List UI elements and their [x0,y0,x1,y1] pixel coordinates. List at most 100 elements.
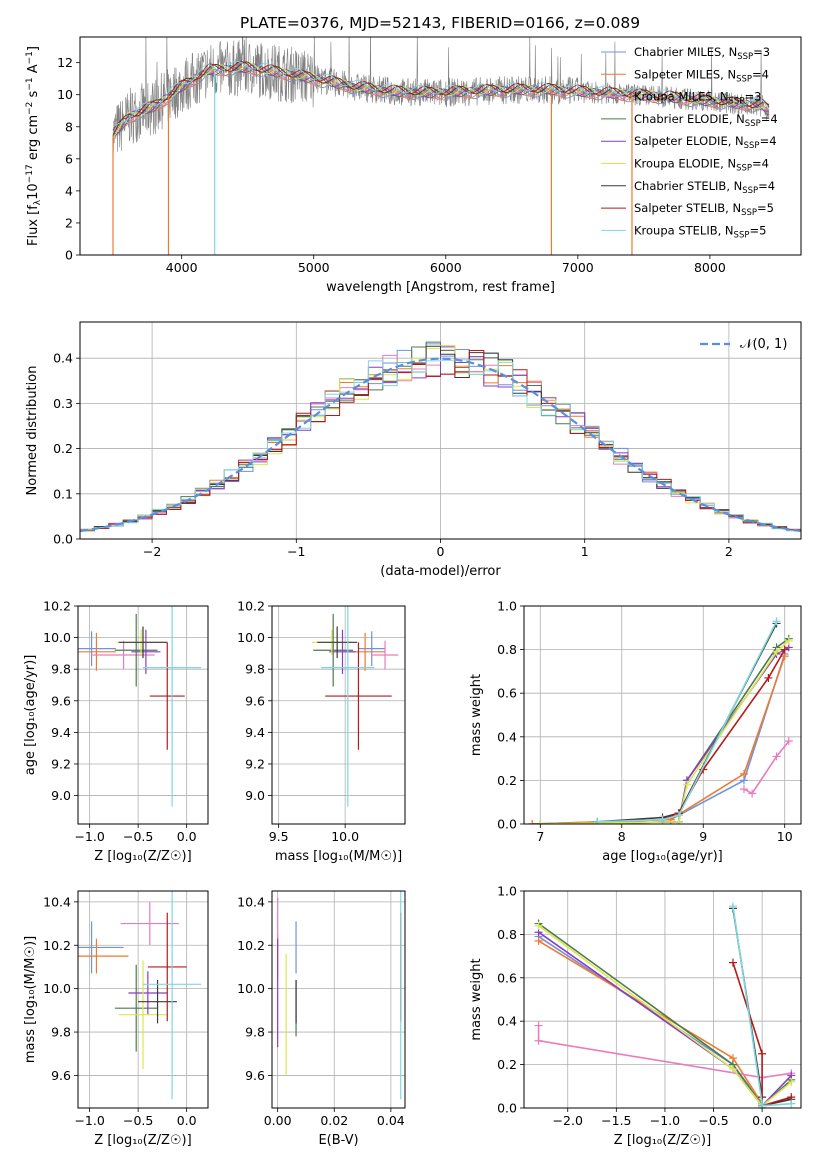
age-vs-Z-panel: −1.0 −0.5 0.0 9.0 9.2 9.4 9.6 9.8 10.0 10.2 Z [log… [23,599,209,864]
legend-label: Salpeter ELODIE, NSSP=4 [634,134,777,151]
plus-marker [658,815,667,824]
y-label-part: s [26,90,41,101]
x-tick-label: 2 [725,544,733,559]
legend-value: =4 [758,179,775,193]
y-tick-label: 0.3 [53,396,73,411]
x-tick-label: 10 [777,829,793,844]
x-tick-label: 0 [437,544,445,559]
x-tick-label: 9 [699,829,707,844]
errorbar-point [78,921,124,974]
weight-line [743,740,790,795]
x-tick-label: 6000 [430,260,462,275]
plus-marker [534,936,543,945]
errorbar-point [78,632,116,671]
legend-label: 𝒩(0, 1) [740,337,787,352]
errorbar-point [128,971,168,1015]
legend-label: Kroupa ELODIE, NSSP=4 [634,157,769,174]
x-tick-label: 7 [536,829,544,844]
y-tick-label: 0.4 [53,351,73,366]
errorbar-point [114,964,158,1052]
y-tick-label: 8 [65,119,73,134]
legend-name: Kroupa MILES, N [634,90,729,104]
y-label-part: erg cm [26,115,41,164]
y-tick-label: 9.6 [51,693,71,708]
y-tick-label: 9.0 [245,788,265,803]
spectrum-panel: 4000 5000 6000 7000 8000 0 2 4 6 8 10 12 wavelength … [25,36,802,295]
mass-vs-EBV-marks [277,891,402,1100]
errorbar-point [313,613,354,687]
legend-name: Chabrier ELODIE, N [634,112,745,126]
x-tick-label: 8 [618,829,626,844]
errorbar-point [114,613,158,687]
y-tick-label: 2 [65,215,73,230]
weight-vs-age-panel: 7 8 9 10 0.0 0.2 0.4 0.6 0.8 1.0 age [log₁₀(age/yr… [469,599,802,864]
x-tick-label: 0.02 [320,1113,348,1128]
errorbar-point [371,640,399,670]
y-tick-label: 0.8 [497,642,517,657]
y-tick-label: 6 [65,151,73,166]
plus-marker [674,811,683,820]
x-tick-label: 7000 [562,260,594,275]
errorbar-point [329,629,356,674]
plus-marker [728,958,737,967]
axes-frame [79,36,802,256]
legend-label: Salpeter STELIB, NSSP=5 [634,201,774,218]
x-tick-label: −1.0 [650,1113,680,1128]
age-vs-mass-panel: 9.5 10.0 9.0 9.2 9.4 9.6 9.8 10.0 10.2 mass [log₁… [237,599,406,864]
plus-marker [528,820,537,824]
histogram-steps [80,359,801,539]
age-vs-Z-marks [78,606,202,807]
x-tick-label: 1 [581,544,589,559]
legend-label: Kroupa MILES, NSSP=3 [634,90,761,107]
mass-vs-EBV-panel: 0.00 0.02 0.04 9.6 9.8 10.0 10.2 10.4 E(B-V) [237,890,406,1148]
errorbar-point [138,979,177,1024]
y-label-part: ] [26,46,41,51]
errorbar-point [118,960,168,1069]
y-tick-label: 10.2 [43,938,71,953]
weight-line [538,925,792,1107]
plus-marker [536,820,545,824]
y-axis-label: Flux [fλ10−17 erg cm−2 s−1 A−1] [25,46,43,246]
plus-marker [593,817,602,824]
plus-marker [534,921,543,930]
x-tick-label: −0.5 [123,829,153,844]
weight-line [597,620,778,823]
weight-line [537,1025,792,1079]
y-tick-label: 0.0 [53,532,73,547]
y-label-part: Flux [f [26,205,41,246]
y-tick-label: 9.2 [51,756,71,771]
plus-marker [772,617,781,626]
legend-sub: SSP [737,52,753,62]
legend-sub: SSP [742,186,758,196]
legend-sub: SSP [736,164,752,174]
legend-sub: SSP [741,208,757,218]
y-tick-label: 12 [57,55,73,70]
plus-marker [772,647,781,656]
y-tick-label: 9.8 [245,1025,265,1040]
legend-label: Chabrier STELIB, NSSP=4 [634,179,775,196]
y-tick-label: 9.6 [245,1068,265,1083]
axes-frame [77,890,209,1109]
x-axis-label: Z [log₁₀(Z/Z☉)] [94,1133,191,1148]
errorbar-point [131,629,161,674]
legend-value: =4 [752,67,769,81]
normal-curve [80,357,801,533]
legend-value: =5 [757,201,774,215]
y-tick-label: 10 [57,87,73,102]
y-tick-label: 0.2 [497,773,517,788]
y-axis-label: Normed distribution [25,366,40,496]
weight-line [662,649,786,821]
plot-layer: 4000 5000 6000 7000 8000024681012wavelength … [23,36,802,1148]
x-tick-label: 9.5 [269,829,289,844]
axes-frame [77,605,209,825]
y-label-part: −17 [25,164,35,183]
y-tick-label: 9.8 [51,662,71,677]
axes-frame [523,890,802,1109]
plus-marker [780,645,789,654]
y-tick-label: 10.4 [237,894,265,909]
x-tick-label: −2.0 [553,1113,583,1128]
x-tick-label: 0.0 [752,1113,772,1128]
legend-name: Kroupa ELODIE, N [634,157,736,171]
x-tick-label: −0.5 [698,1113,728,1128]
